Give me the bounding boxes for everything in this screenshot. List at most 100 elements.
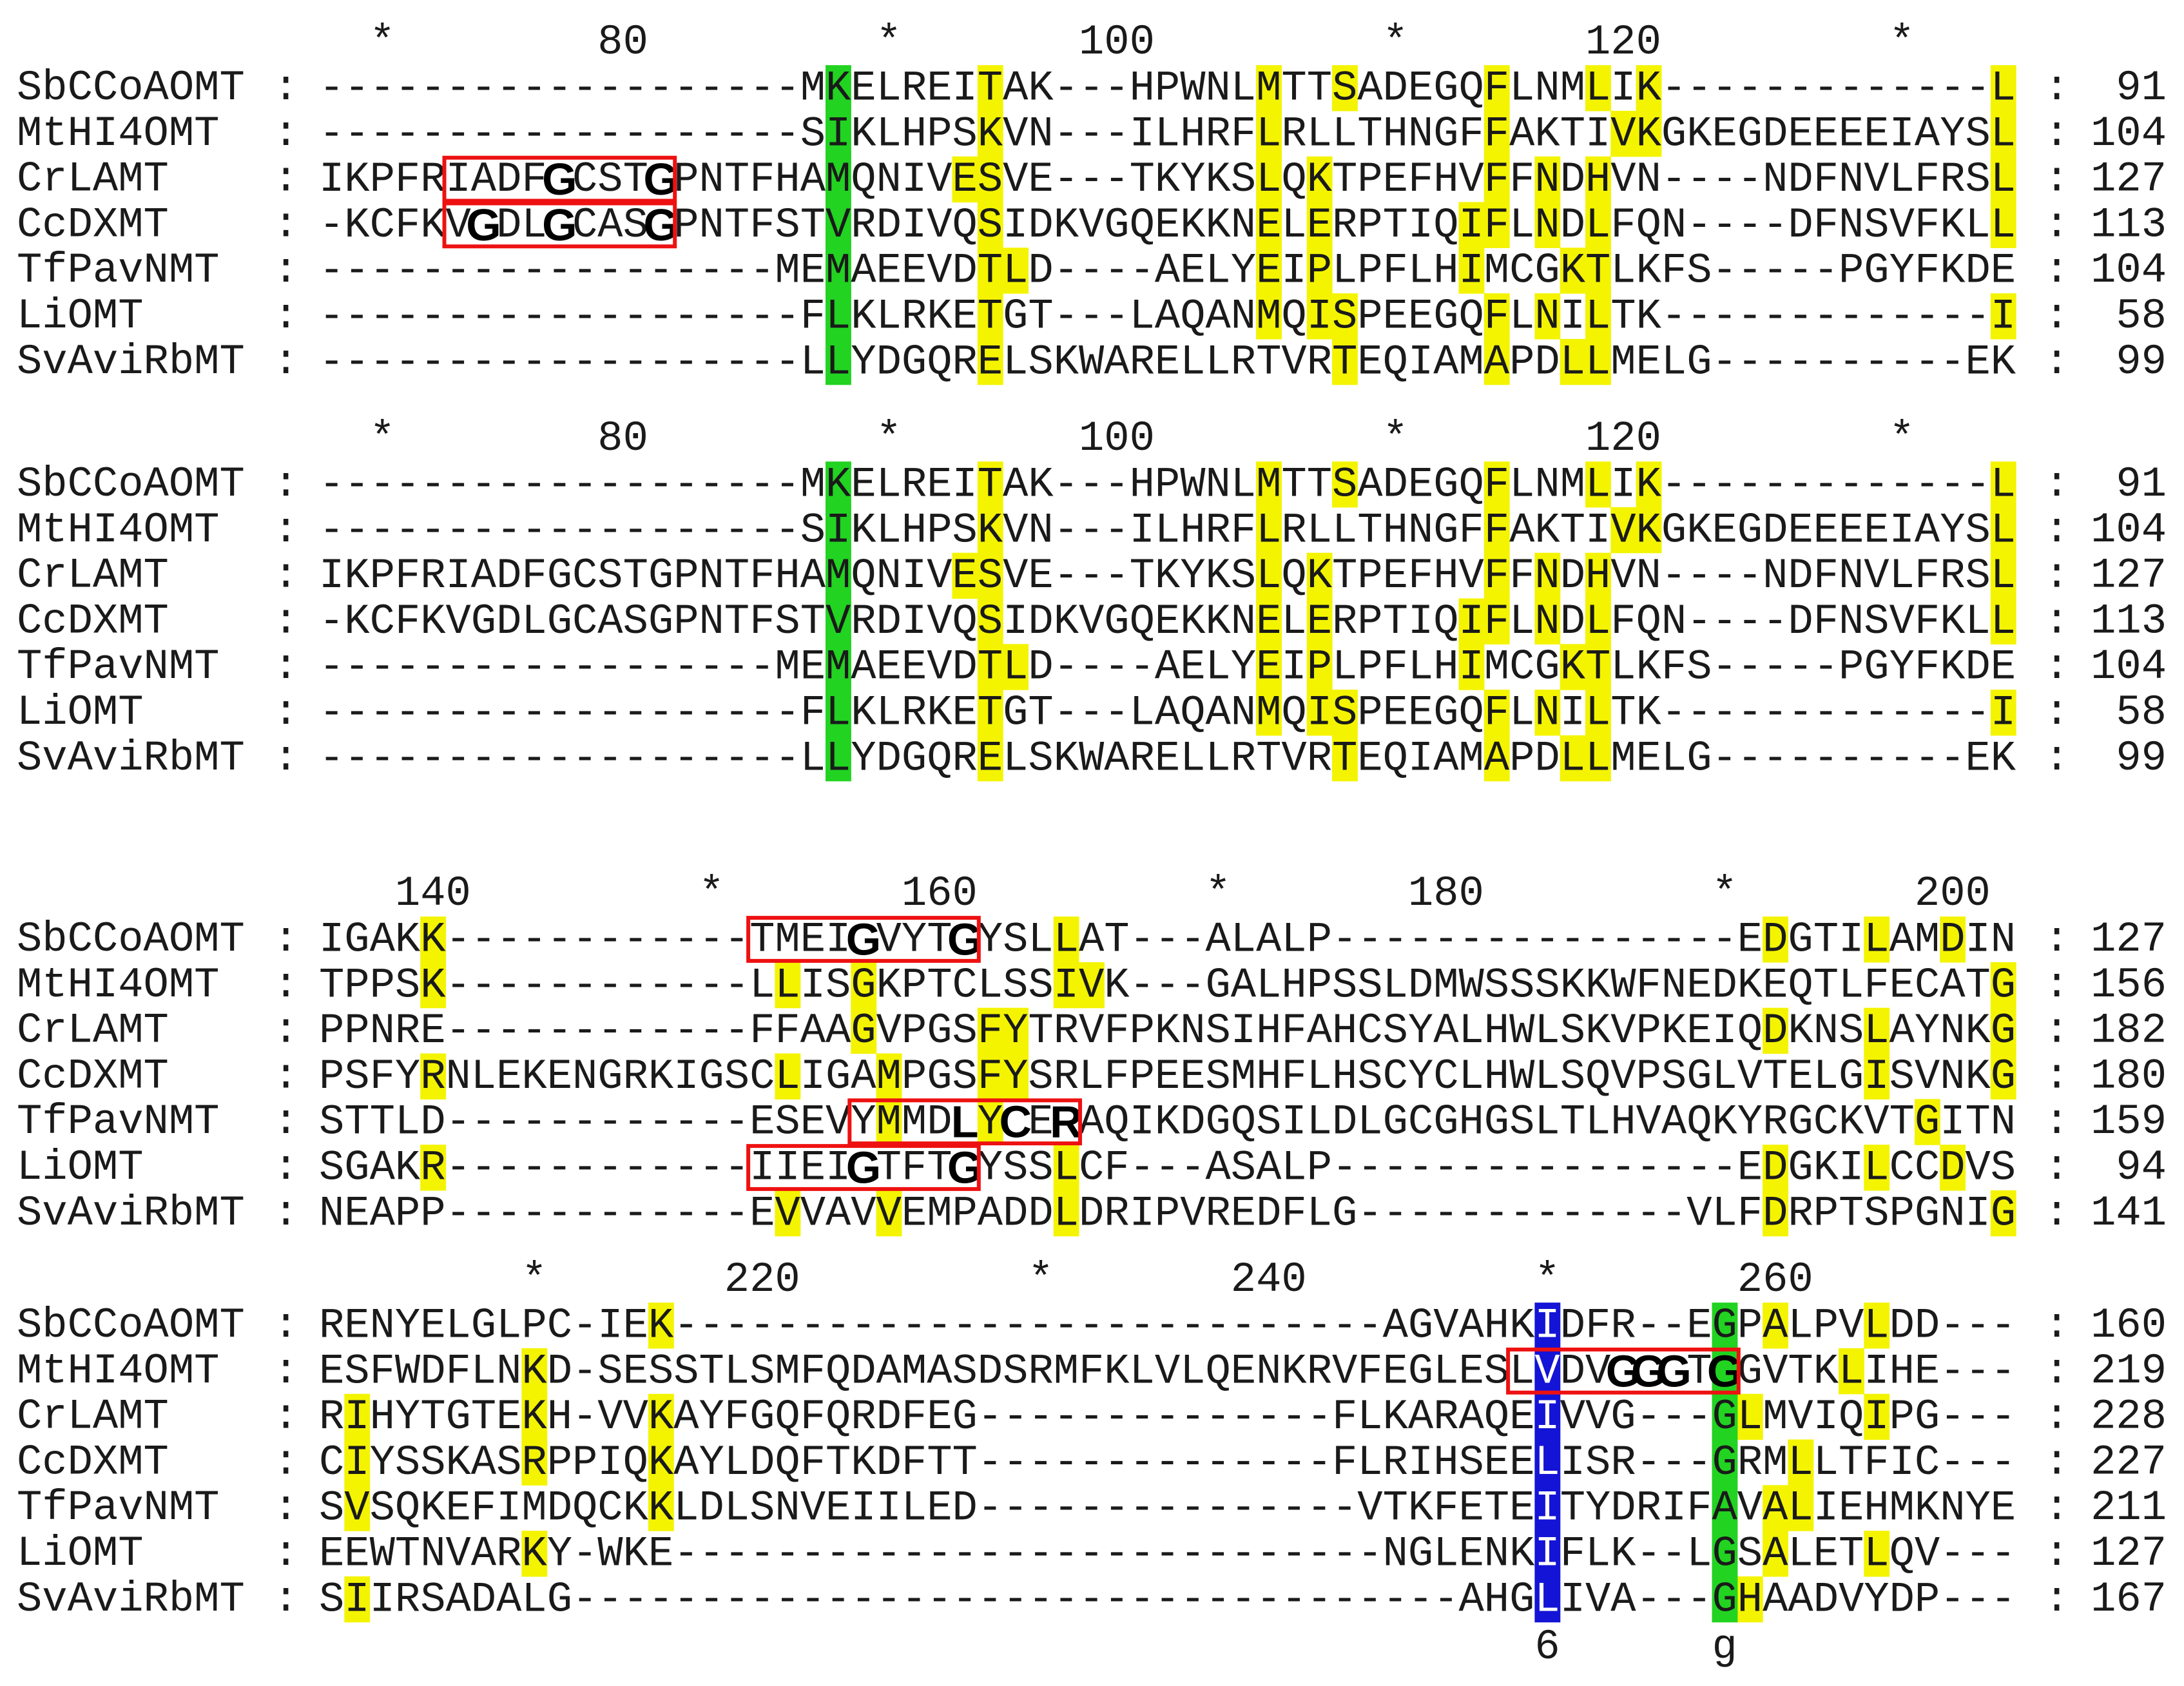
highlight: [1483, 690, 1510, 736]
residue-count: 159: [2091, 1098, 2167, 1146]
separator: :: [2044, 1301, 2069, 1350]
highlight: [1864, 1531, 1890, 1577]
residue-count: 160: [2091, 1301, 2167, 1350]
separator: :: [2044, 961, 2069, 1009]
sequence-name: SbCCoAOMT: [17, 915, 245, 964]
highlight: [977, 247, 1003, 294]
highlight: [1458, 644, 1485, 690]
residue-count: 127: [2091, 915, 2167, 964]
highlight: [1053, 916, 1079, 963]
highlight: [1534, 1439, 1561, 1486]
sequence-name: CcDXMT: [17, 597, 169, 645]
sequence: SIIRSADALG------------------------------…: [319, 1575, 2016, 1623]
highlight: [851, 962, 877, 1009]
sequence-name: CcDXMT: [17, 200, 169, 249]
highlight: [1256, 293, 1282, 340]
highlight: [521, 1531, 548, 1577]
separator: :: [273, 688, 298, 737]
sequence-name: TfPavNMT: [17, 1098, 219, 1146]
separator: :: [2044, 915, 2069, 964]
highlight: [1864, 1145, 1890, 1191]
highlight: [1864, 916, 1890, 963]
sequence-name: CcDXMT: [17, 1438, 169, 1486]
sequence-name: MtHI4OMT: [17, 506, 219, 554]
highlight: [876, 1053, 902, 1100]
highlight: [1940, 1145, 1966, 1191]
highlight: [876, 1099, 902, 1145]
sequence: ESFWDFLNKD-SESSTLSMFQDAMASDSRMFKLVLQENKR…: [319, 1346, 2016, 1396]
highlight: [1990, 461, 2016, 508]
highlight: [826, 247, 851, 294]
sequence: -KCFKVGDLGCASGPNTFSTVRDIVQSIDKVGQEKKNELE…: [319, 597, 2016, 645]
separator: :: [273, 64, 298, 112]
sequence: -------------------MKELREITAK---HPWNLMTT…: [319, 460, 2016, 509]
highlight: [1534, 690, 1561, 736]
highlight: [1788, 1439, 1814, 1486]
highlight: [826, 293, 851, 340]
separator: :: [2044, 460, 2069, 509]
residue-count: 91: [2116, 460, 2167, 509]
highlight: [1332, 735, 1358, 782]
highlight: [1256, 461, 1282, 508]
highlight: [1256, 202, 1282, 248]
highlight: [1458, 202, 1485, 248]
sequence-name: LiOMT: [17, 292, 144, 340]
residue-count: 156: [2091, 961, 2167, 1009]
sequence: -KCFKVGDLGCASGPNTFSTVRDIVQSIDKVGQEKKNELE…: [319, 200, 2016, 250]
residue-count: 104: [2091, 110, 2167, 158]
sequence: STTLD------------ESEVYMMDLYCERAQIKDGQSIL…: [319, 1097, 2016, 1147]
residue-count: 104: [2091, 506, 2167, 554]
highlight: [977, 1099, 1003, 1145]
highlight: [1256, 65, 1282, 111]
highlight: [648, 1439, 674, 1486]
highlight: [1990, 202, 2016, 248]
sequence: RIHYTGTEKH-VVKAYFGQFQRDFEG--------------…: [319, 1393, 2016, 1441]
highlight: [1483, 461, 1510, 508]
separator: :: [273, 246, 298, 295]
highlight: [1737, 1393, 1763, 1440]
separator: :: [273, 1098, 298, 1146]
highlight: [521, 1348, 548, 1395]
residue-count: 99: [2116, 338, 2167, 386]
separator: :: [273, 1143, 298, 1192]
highlight: [1610, 507, 1637, 554]
highlight: [1864, 1053, 1890, 1100]
highlight: [1585, 552, 1611, 599]
highlight: [952, 552, 978, 599]
highlight: [420, 916, 447, 963]
separator: :: [2044, 110, 2069, 158]
highlight: [826, 644, 851, 690]
highlight: [521, 1439, 548, 1486]
highlight: [420, 1145, 447, 1191]
highlight: [1256, 552, 1282, 599]
sequence: SVSQKEFIMDQCKKLDLSNVEIILED--------------…: [319, 1484, 2016, 1532]
highlight: [826, 690, 851, 736]
separator: :: [2044, 155, 2069, 204]
sequence: RENYELGLPC-IEK--------------------------…: [319, 1301, 2016, 1350]
sequence-name: LiOMT: [17, 688, 144, 737]
separator: :: [2044, 1438, 2069, 1486]
separator: :: [273, 915, 298, 964]
residue-count: 113: [2091, 200, 2167, 249]
highlight: [1990, 507, 2016, 554]
highlight: [1003, 644, 1029, 690]
highlight: [977, 735, 1003, 782]
highlight: [1483, 507, 1510, 554]
separator: :: [2044, 292, 2069, 340]
ruler: * 80 * 100 * 120 *: [319, 18, 1915, 66]
highlight: [344, 1393, 371, 1440]
separator: :: [2044, 597, 2069, 645]
highlight: [648, 1393, 674, 1440]
sequence: TPPSK------------LLISGKPTCLSSIVK---GALHP…: [319, 961, 2016, 1009]
highlight: [1636, 507, 1662, 554]
separator: :: [273, 1301, 298, 1350]
highlight: [420, 962, 447, 1009]
separator: :: [273, 597, 298, 645]
highlight: [344, 1485, 371, 1531]
highlight: [1458, 598, 1485, 644]
highlight: [1585, 202, 1611, 248]
separator: :: [2044, 1189, 2069, 1237]
sequence-name: MtHI4OMT: [17, 110, 219, 158]
sequence-name: TfPavNMT: [17, 246, 219, 295]
